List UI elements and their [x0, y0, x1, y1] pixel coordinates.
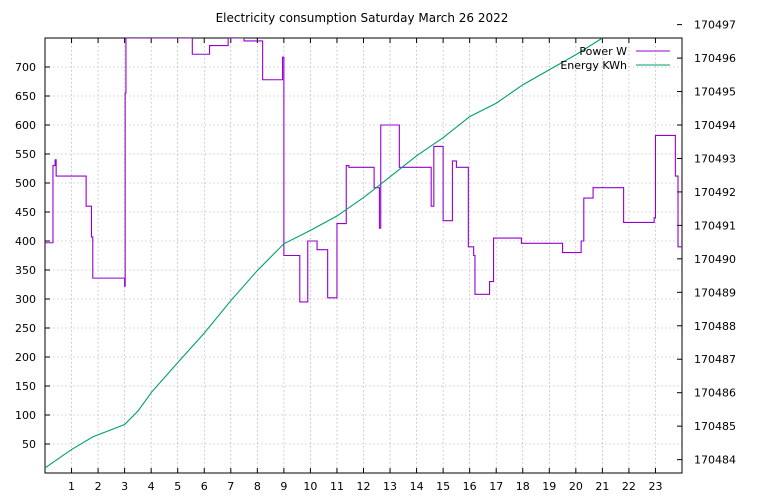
- y2-tick-label: 170492: [694, 186, 736, 199]
- y2-tick-label: 170485: [694, 420, 736, 433]
- x-tick-label: 6: [201, 480, 208, 493]
- x-tick-label: 10: [303, 480, 317, 493]
- x-tick-label: 19: [542, 480, 556, 493]
- energy-kwh-series-line: [45, 38, 603, 469]
- y2-tick-label: 170490: [694, 253, 736, 266]
- y-tick-label: 450: [15, 206, 36, 219]
- y2-tick-label: 170489: [694, 286, 736, 299]
- y2-tick-label: 170495: [694, 86, 736, 99]
- x-tick-label: 7: [227, 480, 234, 493]
- x-tick-label: 17: [489, 480, 503, 493]
- y2-tick-label: 170487: [694, 353, 736, 366]
- legend-label-power-w: Power W: [579, 45, 627, 58]
- x-tick-label: 5: [174, 480, 181, 493]
- x-tick-label: 3: [121, 480, 128, 493]
- y2-tick-label: 170496: [694, 52, 736, 65]
- y2-tick-label: 170497: [694, 19, 736, 32]
- x-tick-label: 1: [68, 480, 75, 493]
- series-lines: [45, 38, 682, 469]
- y-tick-label: 700: [15, 61, 36, 74]
- x-tick-label: 22: [622, 480, 636, 493]
- y-tick-label: 150: [15, 380, 36, 393]
- y2-tick-label: 170493: [694, 152, 736, 165]
- x-tick-label: 2: [95, 480, 102, 493]
- y-tick-label: 400: [15, 235, 36, 248]
- x-tick-label: 18: [516, 480, 530, 493]
- y2-tick-label: 170486: [694, 387, 736, 400]
- x-tick-label: 12: [357, 480, 371, 493]
- y-tick-label: 50: [22, 438, 36, 451]
- x-tick-label: 4: [148, 480, 155, 493]
- x-tick-label: 8: [254, 480, 261, 493]
- legend-label-energy-kwh: Energy KWh: [560, 59, 627, 72]
- x-tick-label: 23: [648, 480, 662, 493]
- x-tick-label: 9: [280, 480, 287, 493]
- x-tick-label: 16: [463, 480, 477, 493]
- power-w-series-line: [45, 38, 682, 303]
- y-tick-label: 300: [15, 293, 36, 306]
- x-tick-label: 21: [595, 480, 609, 493]
- x-tick-label: 15: [436, 480, 450, 493]
- y2-tick-label: 170484: [694, 454, 736, 467]
- y-tick-label: 500: [15, 177, 36, 190]
- chart-title: Electricity consumption Saturday March 2…: [216, 11, 509, 25]
- y-tick-label: 350: [15, 264, 36, 277]
- x-tick-label: 14: [410, 480, 424, 493]
- y2-tick-label: 170488: [694, 320, 736, 333]
- y-tick-label: 600: [15, 119, 36, 132]
- y2-tick-label: 170494: [694, 119, 736, 132]
- y-tick-label: 200: [15, 351, 36, 364]
- y2-tick-label: 170491: [694, 219, 736, 232]
- x-tick-label: 11: [330, 480, 344, 493]
- y-tick-label: 550: [15, 148, 36, 161]
- x-tick-label: 20: [569, 480, 583, 493]
- x-tick-label: 13: [383, 480, 397, 493]
- plot-border: [44, 37, 683, 474]
- y-tick-label: 250: [15, 322, 36, 335]
- y-tick-label: 100: [15, 409, 36, 422]
- axes: 1 2 3 4 5 6 7 8 9 10 11 12 13 14 15 16 17 18 19 20 21 22 23501…: [15, 19, 736, 493]
- y-tick-label: 650: [15, 90, 36, 103]
